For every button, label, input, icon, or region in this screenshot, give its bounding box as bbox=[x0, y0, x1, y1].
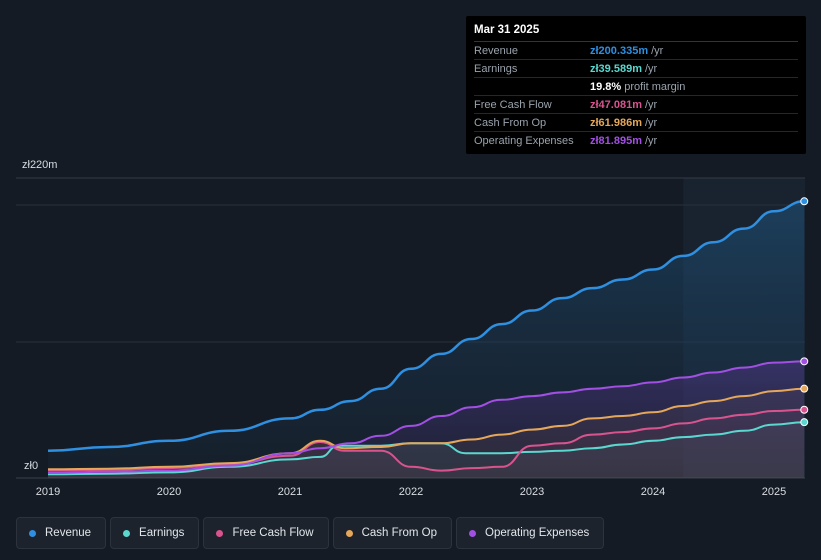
legend-item-free-cash-flow[interactable]: Free Cash Flow bbox=[203, 517, 329, 549]
tooltip-row-unit: /yr bbox=[644, 116, 658, 129]
legend-label: Free Cash Flow bbox=[232, 527, 314, 539]
legend-dot-icon bbox=[216, 529, 224, 537]
tooltip-row-unit: /yr bbox=[644, 134, 658, 147]
tooltip-row-label: Free Cash Flow bbox=[474, 98, 552, 111]
legend-item-cash-from-op[interactable]: Cash From Op bbox=[332, 517, 453, 549]
cash-from-op-end-point bbox=[800, 384, 809, 393]
legend-dot-icon bbox=[29, 529, 36, 537]
tooltip-row-value: zł47.081m bbox=[590, 98, 642, 111]
earnings-line bbox=[47, 421, 805, 476]
legend-item-earnings[interactable]: Earnings bbox=[110, 517, 200, 549]
tooltip: Mar 31 2025 Revenue zł200.335m/yr Earnings… bbox=[466, 16, 806, 154]
x-tick-label: 2021 bbox=[278, 486, 302, 498]
tooltip-date: Mar 31 2025 bbox=[474, 24, 798, 42]
earnings-end-point bbox=[800, 418, 809, 427]
operating-expenses-end-point bbox=[800, 357, 809, 366]
revenue-line bbox=[47, 200, 805, 452]
legend-label: Operating Expenses bbox=[485, 527, 590, 539]
tooltip-row-unit: /yr bbox=[644, 62, 658, 75]
tooltip-row: Free Cash Flow zł47.081m/yr bbox=[474, 96, 798, 114]
tooltip-row-value: zł61.986m bbox=[590, 116, 642, 129]
legend-dot-icon bbox=[469, 529, 477, 537]
tooltip-row-label: Earnings bbox=[474, 62, 518, 75]
legend-dot-icon bbox=[345, 529, 353, 537]
legend-label: Cash From Op bbox=[361, 527, 438, 539]
tooltip-row: Revenue zł200.335m/yr bbox=[474, 42, 798, 60]
chart-area: 2019 2020 2021 2022 2023 2024 2025 bbox=[16, 177, 809, 498]
legend-item-revenue[interactable]: Revenue bbox=[16, 517, 107, 549]
tooltip-row-value: 19.8% bbox=[590, 80, 622, 93]
legend: Revenue Earnings Free Cash Flow Cash From O… bbox=[16, 517, 605, 549]
x-tick-label: 2025 bbox=[762, 486, 786, 498]
tooltip-row-value: zł200.335m bbox=[590, 44, 649, 57]
tooltip-row-label: Operating Expenses bbox=[474, 134, 574, 147]
tooltip-row: 19.8% profit margin bbox=[474, 78, 798, 96]
legend-label: Earnings bbox=[139, 527, 185, 539]
y-tick-label-zero: zł0 bbox=[24, 460, 39, 472]
tooltip-row-label: Revenue bbox=[474, 44, 519, 57]
operating-expenses-area bbox=[48, 361, 805, 478]
tooltip-row-value: zł81.895m bbox=[590, 134, 642, 147]
operating-expenses-line bbox=[47, 360, 805, 474]
tooltip-row: Earnings zł39.589m/yr bbox=[474, 60, 798, 78]
legend-label: Revenue bbox=[45, 527, 92, 539]
tooltip-row: Cash From Op zł61.986m/yr bbox=[474, 114, 798, 132]
y-tick-label-top: zł220m bbox=[22, 159, 58, 171]
tooltip-row-unit: /yr bbox=[651, 44, 664, 57]
revenue-end-point bbox=[800, 197, 809, 206]
tooltip-row-label: Cash From Op bbox=[474, 116, 547, 129]
x-tick-label: 2023 bbox=[520, 486, 544, 498]
x-tick-label: 2024 bbox=[641, 486, 665, 498]
cash-from-op-line bbox=[47, 387, 805, 471]
free-cash-flow-end-point bbox=[800, 405, 809, 414]
legend-dot-icon bbox=[123, 529, 131, 537]
x-tick-label: 2022 bbox=[399, 486, 423, 498]
tooltip-row: Operating Expenses zł81.895m/yr bbox=[474, 132, 798, 149]
x-tick-label: 2020 bbox=[157, 486, 181, 498]
tooltip-row-value: zł39.589m bbox=[590, 62, 642, 75]
x-tick-label: 2019 bbox=[36, 486, 60, 498]
legend-item-operating-expenses[interactable]: Operating Expenses bbox=[456, 517, 605, 549]
tooltip-row-unit: profit margin bbox=[624, 80, 686, 93]
tooltip-row-unit: /yr bbox=[644, 98, 658, 111]
